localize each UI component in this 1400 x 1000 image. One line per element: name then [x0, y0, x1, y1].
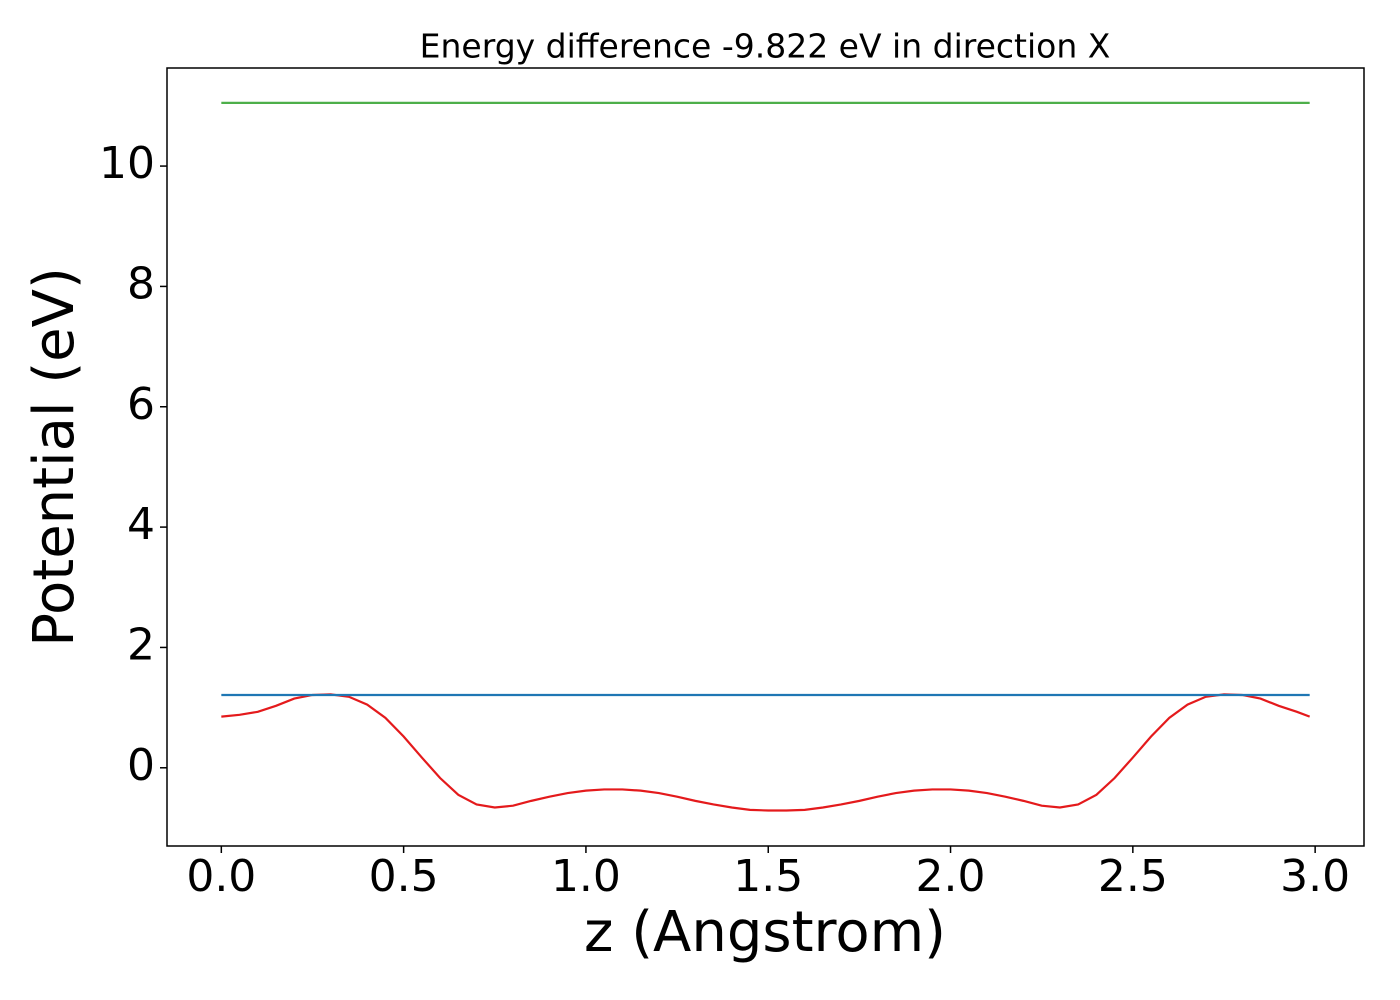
x-tick-label: 2.5	[1098, 851, 1168, 902]
y-tick-label: 10	[99, 138, 155, 189]
x-tick-label: 2.0	[916, 851, 986, 902]
x-tick-label: 0.5	[369, 851, 439, 902]
y-tick-label: 2	[127, 619, 155, 670]
plot-frame	[166, 67, 1365, 847]
x-tick-label: 3.0	[1280, 851, 1350, 902]
y-tick-label: 4	[127, 499, 155, 550]
x-tick-label: 0.0	[186, 851, 256, 902]
x-tick-label: 1.0	[551, 851, 621, 902]
y-axis-label: Potential (eV)	[22, 267, 87, 647]
chart-title: Energy difference -9.822 eV in direction…	[420, 27, 1111, 66]
y-tick-label: 6	[127, 379, 155, 430]
y-tick-label: 0	[127, 740, 155, 791]
line-series	[221, 693, 1311, 812]
x-tick-label: 1.5	[733, 851, 803, 902]
x-axis-label: z (Angstrom)	[584, 900, 946, 965]
y-tick-label: 8	[127, 258, 155, 309]
